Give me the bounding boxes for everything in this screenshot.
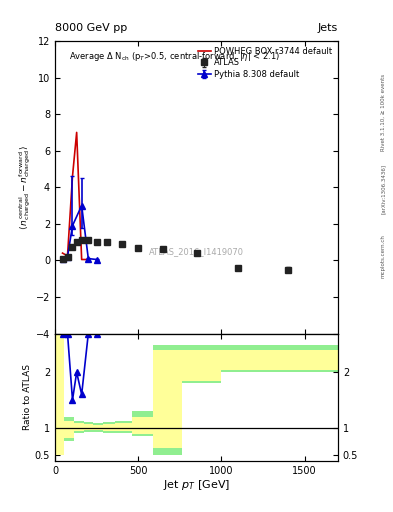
Legend: POWHEG BOX r3744 default, ATLAS, Pythia 8.308 default: POWHEG BOX r3744 default, ATLAS, Pythia … — [196, 45, 334, 80]
Text: mcplots.cern.ch: mcplots.cern.ch — [381, 234, 386, 278]
POWHEG BOX r3744 default — [70, 173, 75, 179]
POWHEG BOX r3744 default — [79, 257, 84, 263]
Y-axis label: $\langle\,n^{\rm central}_{\rm charged} - n^{\rm forward}_{\rm charged}\,\rangle: $\langle\,n^{\rm central}_{\rm charged} … — [17, 144, 33, 230]
Line: POWHEG BOX r3744 default: POWHEG BOX r3744 default — [62, 133, 88, 260]
POWHEG BOX r3744 default — [74, 130, 79, 136]
POWHEG BOX r3744 default — [86, 257, 91, 263]
POWHEG BOX r3744 default — [60, 250, 65, 256]
Text: 8000 GeV pp: 8000 GeV pp — [55, 23, 127, 33]
Text: Jets: Jets — [318, 23, 338, 33]
X-axis label: Jet $p_T$ [GeV]: Jet $p_T$ [GeV] — [163, 478, 230, 493]
Text: Average $\Delta$ N$_{\rm ch}$ (p$_T$>0.5, central-forward, $|\eta|$ < 2.1): Average $\Delta$ N$_{\rm ch}$ (p$_T$>0.5… — [69, 50, 281, 63]
Text: [arXiv:1306.3436]: [arXiv:1306.3436] — [381, 164, 386, 215]
Text: Rivet 3.1.10, ≥ 100k events: Rivet 3.1.10, ≥ 100k events — [381, 74, 386, 151]
Text: ATLAS_2016_I1419070: ATLAS_2016_I1419070 — [149, 247, 244, 256]
Y-axis label: Ratio to ATLAS: Ratio to ATLAS — [23, 364, 32, 430]
POWHEG BOX r3744 default — [65, 253, 70, 259]
